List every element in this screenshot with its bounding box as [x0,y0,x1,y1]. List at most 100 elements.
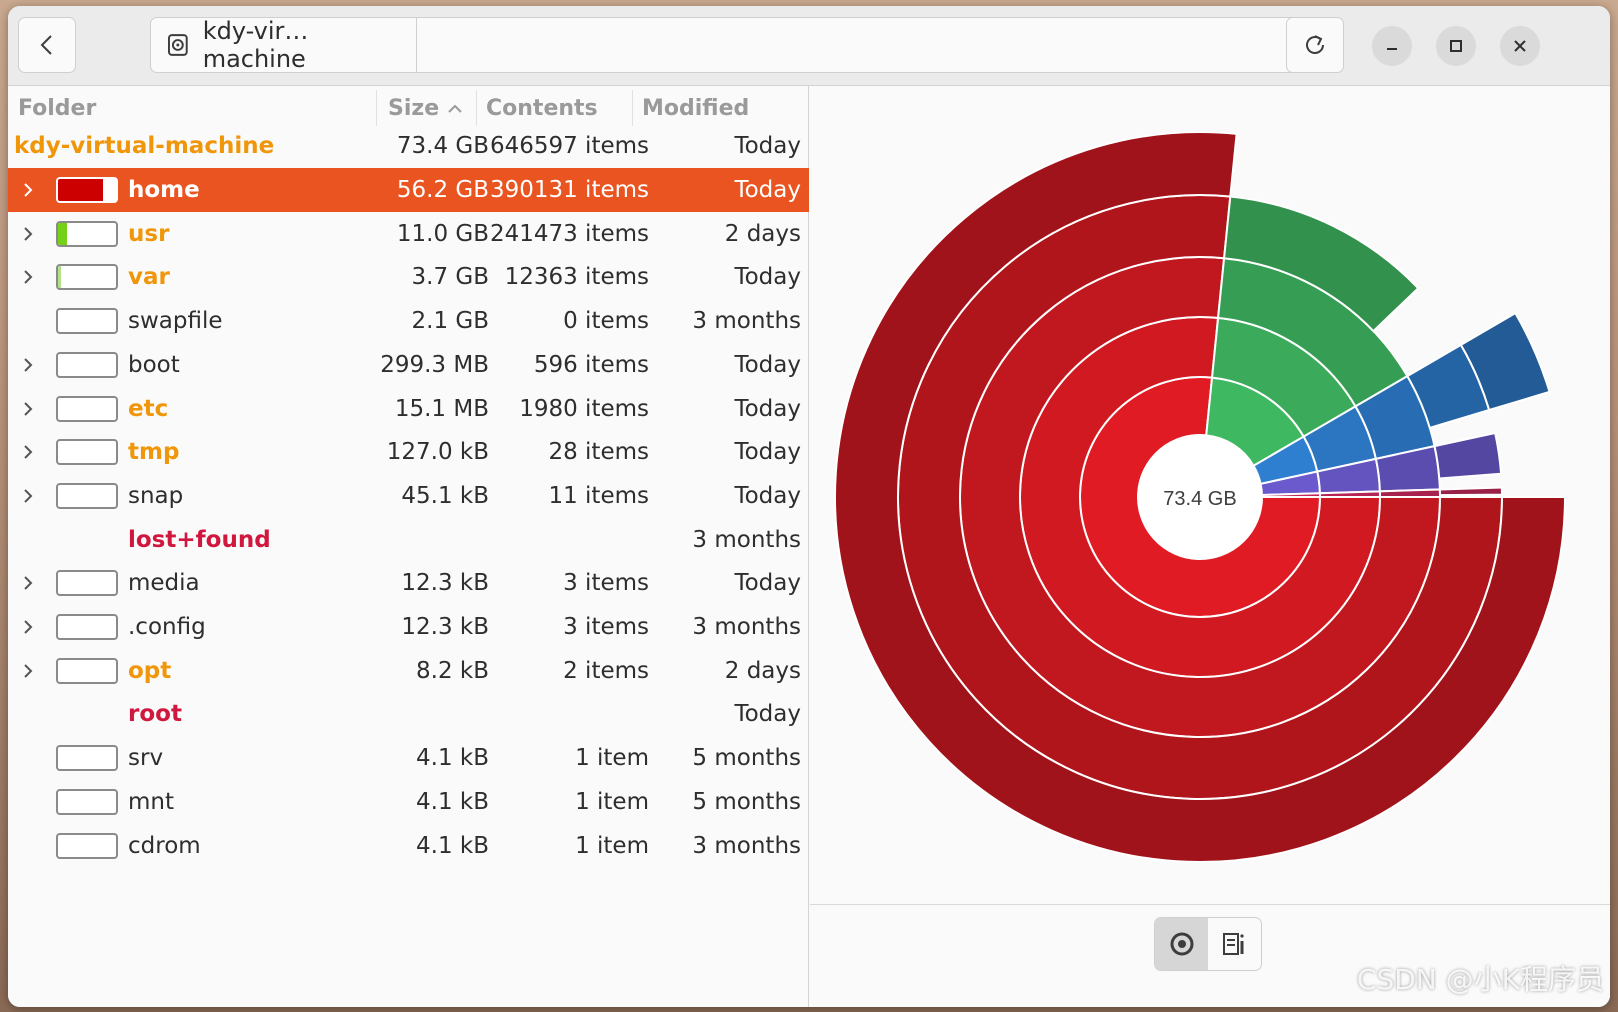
folder-name: etc [128,395,169,422]
folder-contents: 12363 items [504,264,649,291]
usage-bar [56,308,118,335]
folder-modified: Today [734,264,801,291]
folder-name: lost+found [128,526,271,553]
refresh-button[interactable] [1286,17,1344,73]
folder-size: 4.1 kB [416,745,489,772]
folder-size: 299.3 MB [380,351,489,378]
folder-row-config[interactable]: .config 12.3 kB 3 items 3 months [8,605,809,649]
root-size: 73.4 GB [396,133,489,159]
expand-chevron-icon[interactable] [18,474,38,518]
folder-size: 45.1 kB [401,482,489,509]
folder-size: 4.1 kB [416,832,489,859]
usage-bar [56,220,118,247]
folder-size: 12.3 kB [401,570,489,597]
back-button[interactable] [18,17,76,73]
usage-bar [56,439,118,466]
folder-row-boot[interactable]: boot 299.3 MB 596 items Today [8,343,809,387]
usage-bar [56,482,118,509]
expand-chevron-icon[interactable] [18,430,38,474]
ring-segment-home-level-4[interactable] [834,131,1567,863]
folder-row-home[interactable]: home 56.2 GB 390131 items Today [8,168,809,212]
column-header-contents[interactable]: Contents [486,95,598,121]
root-row[interactable]: kdy-virtual-machine 73.4 GB 646597 items… [8,124,809,168]
usage-bar-fill [58,266,62,289]
folder-name: var [128,264,170,291]
ring-segment-usr-level-3[interactable] [1222,195,1420,333]
path-label: kdy-vir… machine [202,17,309,73]
usage-bar [56,177,118,203]
expand-chevron-icon[interactable] [18,605,38,649]
maximize-icon [1450,40,1462,52]
expand-chevron-icon[interactable] [18,168,38,212]
expand-chevron-icon[interactable] [18,561,38,605]
expand-chevron-icon[interactable] [18,255,38,299]
ring-segment-var-level-4[interactable] [1459,311,1551,412]
expand-chevron-icon[interactable] [18,212,38,256]
ring-chart-center[interactable] [1138,435,1262,559]
folder-modified: 3 months [692,308,801,335]
folder-row-srv[interactable]: srv 4.1 kB 1 item 5 months [8,736,809,780]
close-button[interactable] [1500,26,1540,66]
folder-row-lostfound[interactable]: lost+found 3 months [8,518,809,562]
column-header-modified[interactable]: Modified [642,95,750,121]
rings-view-button[interactable] [1155,918,1208,970]
ring-chart[interactable]: 73.4 GB [810,86,1610,904]
ring-chart-center-label: 73.4 GB [1163,488,1236,510]
folder-size: 11.0 GB [396,220,489,247]
folder-row-mnt[interactable]: mnt 4.1 kB 1 item 5 months [8,780,809,824]
ring-segment-swapfile-level-3[interactable] [1433,431,1503,480]
folder-size: 56.2 GB [396,177,489,203]
folder-contents: 1980 items [519,395,649,422]
folder-row-etc[interactable]: etc 15.1 MB 1980 items Today [8,387,809,431]
folder-contents: 1 item [575,745,649,772]
folder-row-usr[interactable]: usr 11.0 GB 241473 items 2 days [8,212,809,256]
column-header-folder[interactable]: Folder [18,95,97,121]
folder-list-pane: Folder Size Contents Modified kdy-virtua… [8,86,809,1007]
folder-name: srv [128,745,164,772]
usage-bar [56,657,118,684]
usage-bar [56,570,118,597]
folder-modified: Today [734,395,801,422]
folder-row-root[interactable]: root Today [8,692,809,736]
folder-size: 2.1 GB [411,308,490,335]
folder-row-opt[interactable]: opt 8.2 kB 2 items 2 days [8,649,809,693]
folder-name: usr [128,220,170,247]
folder-name: root [128,701,182,728]
maximize-button[interactable] [1436,26,1476,66]
ring-segment-other-level-3[interactable] [1438,486,1503,497]
close-icon [1514,40,1526,52]
ring-segment-other-level-2[interactable] [1378,488,1442,498]
path-segment-root[interactable]: kdy-vir… machine [151,17,417,73]
usage-bar [56,745,118,772]
treemap-chart-icon [1222,933,1244,955]
folder-row-tmp[interactable]: tmp 127.0 kB 28 items Today [8,430,809,474]
folder-row-media[interactable]: media 12.3 kB 3 items Today [8,561,809,605]
expand-chevron-icon[interactable] [18,343,38,387]
folder-contents: 3 items [563,570,649,597]
folder-modified: Today [734,482,801,509]
folder-name: media [128,570,200,597]
expand-chevron-icon[interactable] [18,387,38,431]
folder-row-swapfile[interactable]: swapfile 2.1 GB 0 items 3 months [8,299,809,343]
treemap-view-button[interactable] [1208,918,1261,970]
minimize-button[interactable] [1372,26,1412,66]
expand-chevron-icon[interactable] [18,649,38,693]
usage-bar [56,264,118,291]
folder-modified: Today [734,351,801,378]
column-header-size[interactable]: Size [388,86,478,130]
refresh-icon [1306,35,1324,54]
usage-bar-fill [58,222,67,245]
folder-modified: 2 days [724,657,801,684]
header-bar: kdy-vir… machine [8,6,1610,86]
folder-name: swapfile [128,308,223,335]
ring-segment-other-level-0[interactable] [1260,492,1322,498]
root-contents: 646597 items [489,133,649,159]
folder-name: home [128,177,200,203]
folder-row-var[interactable]: var 3.7 GB 12363 items Today [8,255,809,299]
folder-contents: 1 item [575,788,649,815]
folder-contents: 11 items [548,482,649,509]
ring-segment-other-level-1[interactable] [1318,490,1382,498]
folder-row-snap[interactable]: snap 45.1 kB 11 items Today [8,474,809,518]
folder-row-cdrom[interactable]: cdrom 4.1 kB 1 item 3 months [8,824,809,868]
root-modified: Today [734,133,801,159]
